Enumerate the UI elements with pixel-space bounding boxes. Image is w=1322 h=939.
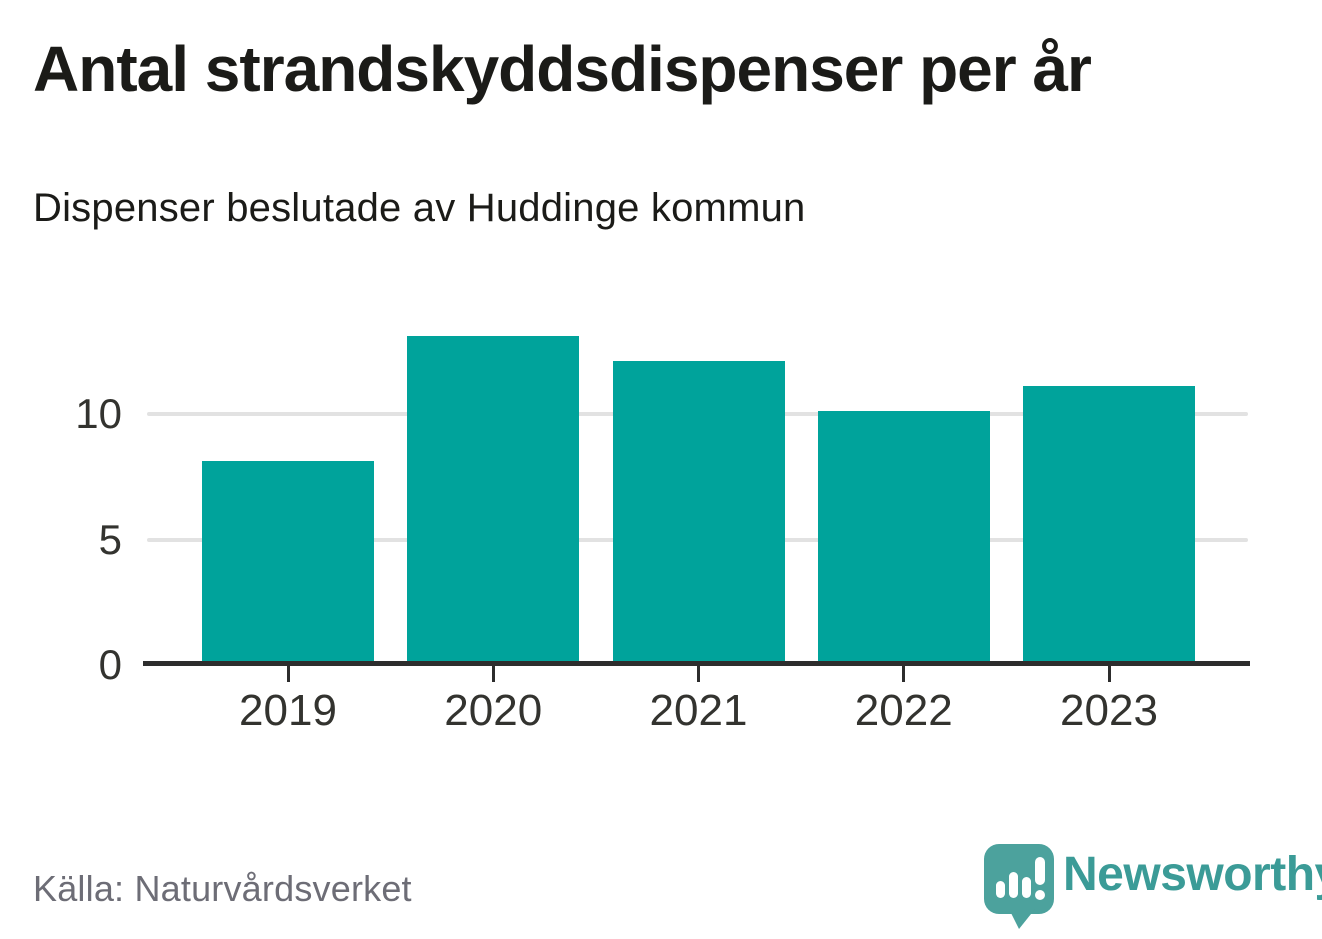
x-tick-label-2021: 2021 [649, 686, 748, 735]
bar-2022 [817, 411, 990, 662]
newsworthy-wordmark: Newsworthy [1063, 848, 1322, 901]
x-tick-2021 [697, 666, 700, 682]
y-tick-label-10: 10 [75, 390, 122, 437]
bar-2020 [407, 336, 580, 662]
newsworthy-brand: Newsworthy [983, 841, 1322, 931]
x-tick-label-2023: 2023 [1060, 686, 1158, 735]
x-tick-2022 [902, 666, 906, 682]
bar-2023 [1023, 386, 1195, 662]
bar-2019 [202, 461, 374, 662]
y-tick-label-5: 5 [98, 515, 122, 563]
x-tick-2020 [491, 666, 495, 682]
y-tick-label-0: 0 [98, 641, 122, 688]
x-tick-label-2020: 2020 [444, 686, 543, 735]
chart-title: Antal strandskyddsdispenser per år [33, 33, 1092, 105]
x-tick-label-2022: 2022 [854, 686, 953, 735]
x-tick-label-2019: 2019 [239, 686, 337, 735]
chart-subtitle: Dispenser beslutade av Huddinge kommun [33, 186, 806, 230]
newsworthy-logo-icon [984, 844, 1054, 929]
bar-2021 [612, 361, 785, 662]
x-tick-2019 [286, 666, 290, 682]
x-tick-2023 [1107, 666, 1111, 682]
x-axis-line [143, 661, 1250, 666]
source-caption: Källa: Naturvårdsverket [33, 868, 412, 909]
